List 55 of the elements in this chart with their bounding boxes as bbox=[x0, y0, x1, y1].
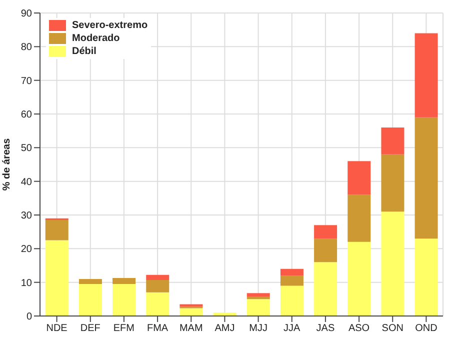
bar bbox=[381, 212, 404, 316]
legend-label: Severo-extremo bbox=[72, 20, 148, 31]
x-tick-label: MJJ bbox=[249, 323, 268, 334]
bar bbox=[348, 194, 371, 242]
y-tick-label: 20 bbox=[20, 244, 32, 256]
bar bbox=[314, 238, 338, 262]
bar bbox=[381, 154, 404, 212]
x-tick-label: SON bbox=[382, 323, 404, 334]
y-tick-label: 70 bbox=[20, 76, 32, 87]
bar bbox=[348, 242, 371, 316]
x-tick-label: FMA bbox=[146, 323, 168, 334]
bar bbox=[280, 268, 304, 276]
bar bbox=[381, 127, 404, 154]
bar bbox=[45, 240, 68, 316]
bar bbox=[414, 238, 438, 316]
bar bbox=[314, 262, 338, 316]
y-tick-label: 40 bbox=[20, 176, 32, 188]
bar bbox=[246, 293, 270, 296]
legend-label: Débil bbox=[72, 46, 96, 57]
y-tick-label: 0 bbox=[26, 312, 32, 323]
y-tick-label: 60 bbox=[20, 110, 32, 121]
bar bbox=[78, 284, 102, 316]
x-tick-label: OND bbox=[415, 323, 438, 334]
x-tick-label: ASO bbox=[348, 323, 370, 334]
x-tick-label: EFM bbox=[113, 323, 135, 334]
x-tick-label: JAS bbox=[316, 323, 335, 334]
bar bbox=[314, 225, 338, 239]
bar bbox=[146, 274, 170, 280]
bar bbox=[246, 296, 270, 300]
x-tick-label: DEF bbox=[80, 323, 100, 334]
y-tick-label: 10 bbox=[20, 278, 32, 289]
y-tick-label: 80 bbox=[20, 42, 32, 54]
y-tick-label: 90 bbox=[20, 8, 32, 20]
bar bbox=[414, 117, 438, 239]
y-axis-title: % de áreas bbox=[2, 138, 13, 191]
x-tick-label: MAM bbox=[179, 323, 203, 334]
bar bbox=[280, 286, 304, 316]
legend-label: Moderado bbox=[72, 33, 120, 44]
bar bbox=[112, 284, 136, 316]
bar bbox=[246, 299, 270, 316]
bar bbox=[146, 292, 170, 316]
x-tick-label: NDE bbox=[46, 323, 68, 334]
bar bbox=[78, 278, 102, 284]
bar bbox=[180, 308, 203, 316]
bar bbox=[45, 220, 68, 240]
x-tick-label: AMJ bbox=[214, 323, 235, 334]
bar bbox=[112, 278, 136, 284]
bar bbox=[414, 33, 438, 118]
x-tick-label: JJA bbox=[284, 323, 301, 334]
y-tick-label: 30 bbox=[20, 210, 32, 222]
y-tick-label: 50 bbox=[20, 143, 32, 154]
bar bbox=[280, 276, 304, 286]
bar bbox=[146, 280, 170, 292]
bar bbox=[348, 161, 371, 195]
bar bbox=[180, 304, 203, 307]
